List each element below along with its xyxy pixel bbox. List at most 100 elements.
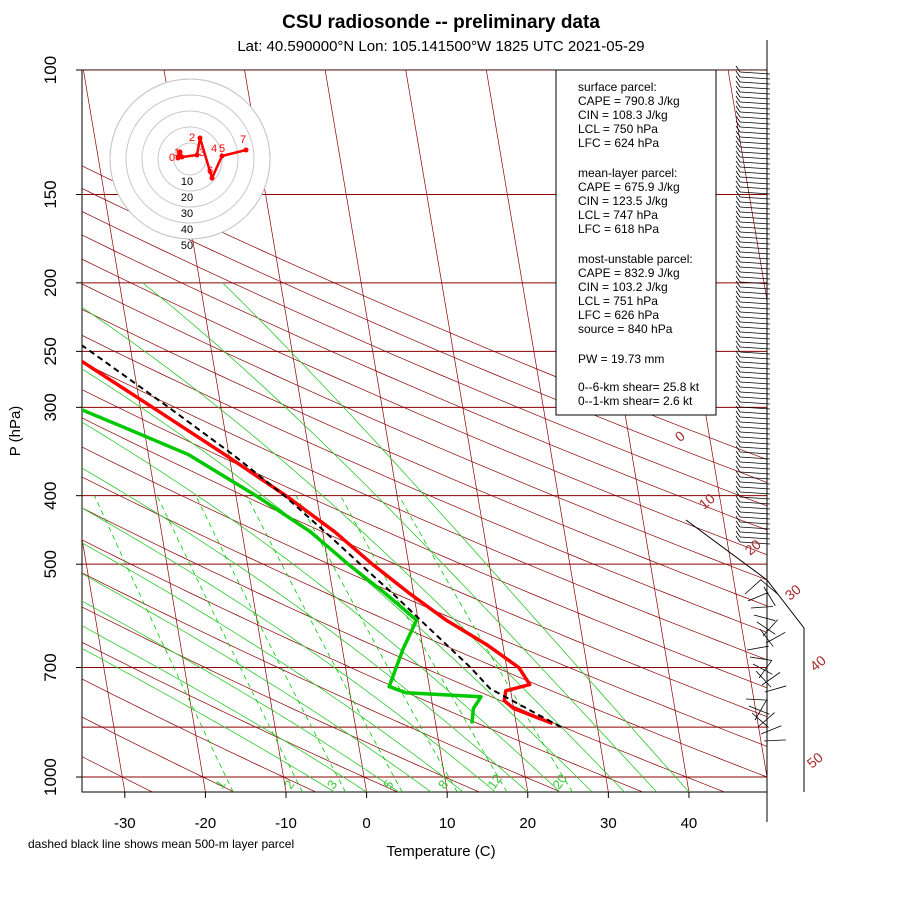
wind-barb-flag — [735, 285, 741, 293]
wind-barb — [739, 291, 771, 295]
most-unstable-lcl: LCL = 751 hPa — [578, 294, 658, 308]
isotherm — [405, 70, 529, 792]
hodograph-height-label: 2 — [189, 132, 195, 144]
wind-barb — [739, 171, 771, 175]
wind-barb — [739, 481, 771, 485]
wind-barb — [739, 516, 771, 520]
wind-barb-flag — [735, 390, 741, 398]
wind-barb-flag — [735, 500, 741, 508]
hodograph-ring-label: 40 — [181, 224, 193, 236]
wind-barb-flag — [735, 345, 741, 353]
hodograph-point — [197, 135, 203, 141]
wind-barb — [739, 76, 771, 80]
mixing-ratio-line — [156, 495, 303, 792]
wind-barb-flag — [735, 355, 741, 363]
wind-barb — [739, 286, 771, 290]
dry-adiabat — [82, 361, 767, 661]
wind-barb — [739, 271, 771, 275]
wind-barb — [739, 326, 771, 330]
mixing-ratio-label: 1 — [212, 777, 228, 792]
wind-barb — [746, 645, 769, 651]
wind-barb — [739, 466, 771, 470]
x-tick-label: 30 — [600, 815, 617, 832]
wind-barb — [739, 456, 771, 460]
wind-barb — [739, 471, 771, 475]
most-unstable-cape: CAPE = 832.9 J/kg — [578, 266, 680, 280]
mixing-ratio-label: 20 — [549, 771, 570, 791]
wind-barb — [739, 166, 771, 170]
theta-label: 40 — [807, 652, 829, 674]
mixing-ratio-line — [195, 495, 346, 792]
hodograph-ring-label: 30 — [181, 208, 193, 220]
wind-barb — [739, 151, 771, 155]
dry-adiabat — [82, 308, 767, 607]
wind-barb — [759, 628, 774, 647]
mixing-ratio-line — [94, 495, 234, 792]
dry-adiabat — [82, 572, 562, 792]
y-tick-label: 150 — [41, 180, 60, 208]
wind-barb-flag — [735, 370, 741, 378]
wind-barb — [739, 396, 771, 400]
x-tick-label: 10 — [439, 815, 456, 832]
moist-adiabat — [142, 282, 658, 792]
wind-barb — [739, 356, 771, 360]
wind-barb — [739, 301, 771, 305]
wind-barb-flag — [735, 365, 741, 373]
wind-barb-flag — [735, 480, 741, 488]
wind-barb — [739, 391, 771, 395]
wind-barb — [739, 446, 771, 450]
hodograph-height-label: 1 — [174, 147, 180, 159]
wind-barb-flag — [735, 350, 741, 358]
wind-barb — [739, 476, 771, 480]
dry-adiabat — [82, 716, 235, 792]
hodograph-point — [243, 147, 249, 153]
hodograph-ring-label: 20 — [181, 192, 193, 204]
wind-barb-flag — [735, 530, 741, 538]
wind-barb — [739, 211, 771, 215]
wind-barb-flag — [735, 115, 741, 123]
wind-barb-flag — [735, 75, 741, 83]
wind-barb-flag — [735, 420, 741, 428]
wind-barb — [739, 486, 771, 490]
wind-barb — [739, 501, 771, 505]
wind-barb — [739, 186, 771, 190]
wind-barb-flag — [735, 330, 741, 338]
wind-barb-flag — [735, 425, 741, 433]
wind-barb — [739, 431, 771, 435]
x-tick-label: -10 — [275, 815, 297, 832]
theta-label: 20 — [742, 536, 764, 558]
wind-barb — [739, 316, 771, 320]
wind-barb — [739, 491, 771, 495]
wind-barb — [739, 266, 771, 270]
wind-barb-flag — [735, 295, 741, 303]
wind-barb-flag — [735, 460, 741, 468]
wind-barb-flag — [735, 165, 741, 173]
wind-barb-flag — [735, 200, 741, 208]
wind-barb-flag — [735, 235, 741, 243]
wind-barb-flag — [735, 225, 741, 233]
most-unstable-lfc: LFC = 626 hPa — [578, 308, 659, 322]
wind-barb-flag — [735, 510, 741, 518]
moist-adiabat — [82, 467, 529, 792]
wind-barb — [751, 712, 769, 728]
parcel-info-box: surface parcel: CAPE = 790.8 J/kg CIN = … — [555, 69, 717, 416]
moist-adiabat — [82, 600, 400, 792]
x-tick-label: 20 — [519, 815, 536, 832]
moist-adiabat — [82, 573, 432, 792]
y-tick-label: 200 — [41, 269, 60, 297]
wind-barb-flag — [735, 185, 741, 193]
shear-0-6km: 0--6-km shear= 25.8 kt — [578, 380, 700, 394]
wind-barb-flag — [735, 105, 741, 113]
mean-layer-header: mean-layer parcel: — [578, 166, 677, 180]
wind-barb-flag — [735, 240, 741, 248]
wind-barb — [739, 506, 771, 510]
wind-barb-flag — [735, 245, 741, 253]
wind-barb-flag — [735, 335, 741, 343]
wind-barb — [739, 321, 771, 325]
wind-barb-flag — [735, 455, 741, 463]
wind-barb — [739, 376, 771, 380]
hodograph-height-label: 7 — [240, 134, 246, 146]
wind-barb — [739, 536, 771, 540]
wind-barb — [739, 381, 771, 385]
